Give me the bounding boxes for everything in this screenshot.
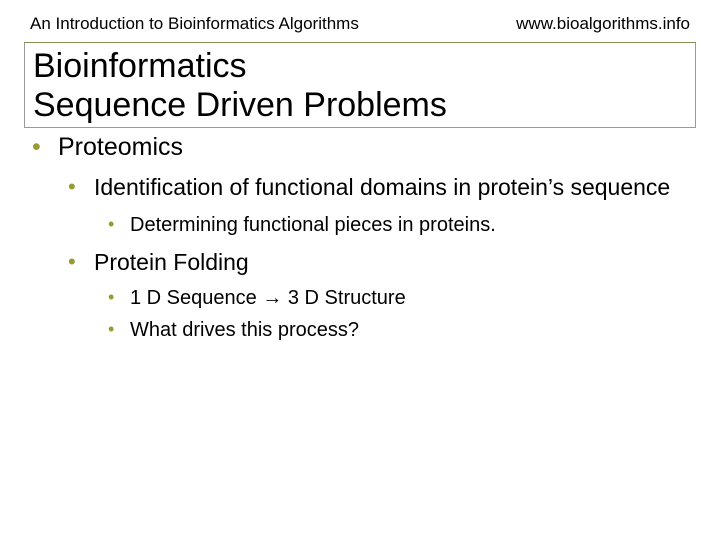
list-item: Determining functional pieces in protein… xyxy=(108,212,696,238)
bullet-text: Protein Folding xyxy=(94,249,249,275)
list-item: Proteomics xyxy=(32,132,696,163)
bullet-text: Identification of functional domains in … xyxy=(94,174,670,200)
content: Proteomics Identification of functional … xyxy=(24,128,696,343)
header-right: www.bioalgorithms.info xyxy=(516,14,690,34)
bullet-text: Determining functional pieces in protein… xyxy=(130,214,496,236)
list-item: Identification of functional domains in … xyxy=(68,173,696,202)
list-item: What drives this process? xyxy=(108,317,696,343)
list-item: 1 D Sequence → 3 D Structure xyxy=(108,285,696,311)
list-item: Protein Folding xyxy=(68,248,696,277)
title-box: Bioinformatics Sequence Driven Problems xyxy=(24,43,696,128)
slide-title: Bioinformatics Sequence Driven Problems xyxy=(33,47,687,125)
bullet-list: Proteomics Identification of functional … xyxy=(24,132,696,343)
header-left: An Introduction to Bioinformatics Algori… xyxy=(30,14,359,34)
bullet-text: 1 D Sequence → 3 D Structure xyxy=(130,287,406,309)
title-line-2: Sequence Driven Problems xyxy=(33,86,447,124)
slide: An Introduction to Bioinformatics Algori… xyxy=(0,0,720,540)
title-line-1: Bioinformatics xyxy=(33,47,247,85)
header: An Introduction to Bioinformatics Algori… xyxy=(24,14,696,40)
bullet-text: What drives this process? xyxy=(130,319,359,341)
bullet-text: Proteomics xyxy=(58,133,183,161)
